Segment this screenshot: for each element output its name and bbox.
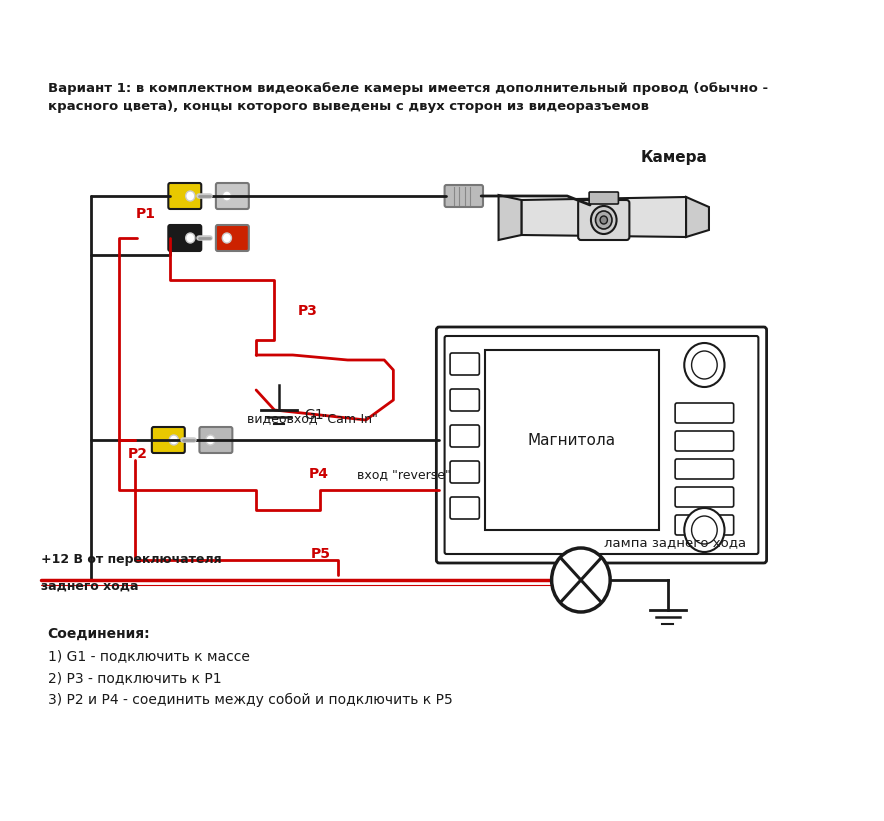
FancyBboxPatch shape <box>484 350 659 530</box>
Polygon shape <box>499 195 522 240</box>
Circle shape <box>591 206 616 234</box>
FancyBboxPatch shape <box>450 353 479 375</box>
Text: P4: P4 <box>309 467 329 481</box>
Circle shape <box>186 233 194 243</box>
Text: вход "reverse": вход "reverse" <box>357 468 451 481</box>
FancyBboxPatch shape <box>168 225 202 251</box>
Circle shape <box>552 548 610 612</box>
Circle shape <box>596 211 612 229</box>
FancyBboxPatch shape <box>450 461 479 483</box>
FancyBboxPatch shape <box>445 336 758 554</box>
Text: Вариант 1: в комплектном видеокабеле камеры имеется дополнительный провод (обычн: Вариант 1: в комплектном видеокабеле кам… <box>48 82 767 95</box>
FancyBboxPatch shape <box>437 327 766 563</box>
Text: лампа заднего хода: лампа заднего хода <box>604 536 746 549</box>
Circle shape <box>691 351 717 379</box>
Text: P2: P2 <box>128 447 149 461</box>
Text: 1) G1 - подключить к массе: 1) G1 - подключить к массе <box>48 649 249 663</box>
Circle shape <box>684 343 725 387</box>
Text: красного цвета), концы которого выведены с двух сторон из видеоразъемов: красного цвета), концы которого выведены… <box>48 100 649 113</box>
Circle shape <box>206 435 215 445</box>
Text: G1: G1 <box>305 408 324 422</box>
Text: заднего хода: заднего хода <box>42 580 139 593</box>
Text: видеовход "Cam-In": видеовход "Cam-In" <box>247 412 377 425</box>
Text: Камера: Камера <box>640 150 707 165</box>
FancyBboxPatch shape <box>675 431 734 451</box>
Text: Магнитола: Магнитола <box>528 433 616 447</box>
Circle shape <box>222 191 232 201</box>
Circle shape <box>691 516 717 544</box>
FancyBboxPatch shape <box>675 515 734 535</box>
FancyBboxPatch shape <box>445 185 483 207</box>
FancyBboxPatch shape <box>168 183 202 209</box>
FancyBboxPatch shape <box>675 487 734 507</box>
Circle shape <box>222 233 232 243</box>
FancyBboxPatch shape <box>216 225 248 251</box>
Polygon shape <box>686 197 709 237</box>
FancyBboxPatch shape <box>216 183 248 209</box>
FancyBboxPatch shape <box>450 425 479 447</box>
Circle shape <box>684 508 725 552</box>
Circle shape <box>600 216 607 224</box>
Circle shape <box>169 435 179 445</box>
FancyBboxPatch shape <box>450 389 479 411</box>
FancyBboxPatch shape <box>578 200 629 240</box>
FancyBboxPatch shape <box>675 459 734 479</box>
FancyBboxPatch shape <box>200 427 232 453</box>
Circle shape <box>186 191 194 201</box>
Text: Соединения:: Соединения: <box>48 627 150 641</box>
Text: P5: P5 <box>311 547 331 561</box>
FancyBboxPatch shape <box>450 497 479 519</box>
FancyBboxPatch shape <box>589 192 619 204</box>
Text: P1: P1 <box>135 207 156 221</box>
Text: +12 В от переключателя: +12 В от переключателя <box>42 553 222 566</box>
Text: P3: P3 <box>297 304 317 318</box>
Polygon shape <box>522 197 686 237</box>
Text: 3) Р2 и Р4 - соединить между собой и подключить к Р5: 3) Р2 и Р4 - соединить между собой и под… <box>48 693 453 707</box>
Text: 2) Р3 - подключить к Р1: 2) Р3 - подключить к Р1 <box>48 671 221 685</box>
FancyBboxPatch shape <box>152 427 185 453</box>
FancyBboxPatch shape <box>675 403 734 423</box>
